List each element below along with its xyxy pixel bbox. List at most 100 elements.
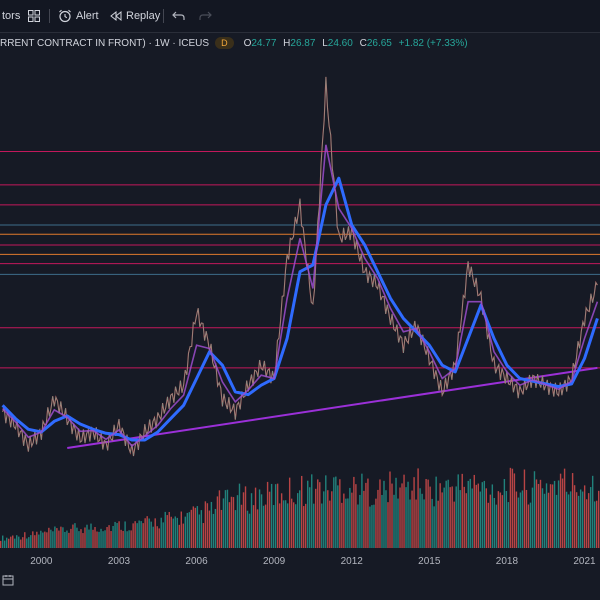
volume-bar <box>527 504 530 548</box>
volume-bar <box>56 528 58 548</box>
replay-button[interactable]: Replay <box>110 0 160 32</box>
volume-bar <box>475 484 477 548</box>
volume-bar <box>543 493 546 548</box>
volume-bar <box>575 492 578 548</box>
volume-bar <box>294 504 297 548</box>
volume-bar <box>188 512 191 548</box>
volume-bar <box>445 480 447 548</box>
volume-bar <box>22 537 24 548</box>
volume-bar <box>495 504 498 548</box>
volume-bar <box>323 491 325 548</box>
volume-bar <box>467 480 469 548</box>
volume-bar <box>385 490 387 548</box>
redo-icon <box>199 11 212 20</box>
volume-bar <box>529 502 532 548</box>
volume-bar <box>581 491 584 548</box>
volume-bar <box>535 479 538 548</box>
volume-bar <box>469 478 471 548</box>
volume-bar <box>395 477 397 548</box>
volume-bar <box>162 522 164 548</box>
layout-button[interactable] <box>28 0 40 32</box>
volume-bar <box>381 494 383 548</box>
indicators-button[interactable]: tors <box>2 0 20 32</box>
volume-bar <box>331 491 333 548</box>
volume-bar <box>228 502 231 548</box>
x-axis-tick-label: 2021 <box>573 556 596 567</box>
volume-bar <box>160 517 162 548</box>
volume-bar <box>92 529 94 548</box>
volume-bar <box>216 496 219 548</box>
volume-bar <box>96 531 98 548</box>
volume-bar <box>391 483 393 548</box>
volume-bar <box>132 523 134 548</box>
volume-bar <box>545 483 548 548</box>
volume-bar <box>266 481 269 548</box>
volume-bar <box>555 494 558 548</box>
volume-bar <box>307 480 309 548</box>
volume-bar <box>146 516 148 548</box>
symbol-title[interactable]: RRENT CONTRACT IN FRONT) · 1W · ICEUS <box>0 37 210 49</box>
volume-bar <box>361 473 363 548</box>
volume-bar <box>252 505 255 548</box>
volume-bar <box>98 531 100 548</box>
volume-bar <box>114 521 116 548</box>
volume-bar <box>551 484 554 548</box>
volume-bar <box>260 494 263 548</box>
date-range-icon[interactable] <box>2 574 14 586</box>
volume-bar <box>513 473 516 548</box>
volume-bar <box>254 487 257 548</box>
volume-bar <box>561 478 564 548</box>
volume-bar <box>423 499 425 548</box>
volume-bar <box>86 524 88 548</box>
volume-bar <box>305 503 307 548</box>
change-value: +1.82 (+7.33%) <box>398 37 468 49</box>
redo-button[interactable] <box>198 0 212 32</box>
volume-bar <box>399 487 401 548</box>
volume-bar <box>429 486 431 548</box>
volume-bar <box>525 489 528 548</box>
x-axis-tick-label: 2018 <box>496 556 519 567</box>
volume-bar <box>337 485 339 548</box>
volume-bar <box>565 491 568 548</box>
volume-bar <box>321 503 323 548</box>
volume-bar <box>30 535 32 548</box>
volume-bar <box>170 516 172 548</box>
high-value: 26.87 <box>290 37 316 49</box>
volume-bar <box>24 532 26 548</box>
indicators-label: tors <box>2 10 21 22</box>
delayed-data-badge[interactable]: D <box>215 37 234 49</box>
volume-bar <box>298 490 301 548</box>
volume-bar <box>453 501 455 548</box>
volume-bar <box>232 497 235 548</box>
volume-bar <box>110 531 112 548</box>
volume-bar <box>405 487 407 548</box>
volume-bar <box>84 527 86 548</box>
volume-bar <box>493 497 496 548</box>
volume-bar <box>413 477 415 548</box>
volume-bar <box>559 473 562 548</box>
volume-bar <box>142 523 144 548</box>
undo-button[interactable] <box>172 0 186 32</box>
price-wick-line <box>2 76 598 457</box>
volume-bar <box>156 526 158 548</box>
volume-bar <box>94 527 96 548</box>
volume-bar <box>172 518 174 548</box>
volume-bar <box>441 492 443 548</box>
alert-button[interactable]: Alert <box>58 0 99 32</box>
volume-bar <box>325 475 327 548</box>
volume-bar <box>74 523 76 548</box>
volume-bar <box>102 531 104 548</box>
volume-bar <box>134 521 136 548</box>
x-axis-tick-label: 2009 <box>263 556 286 567</box>
volume-bar <box>58 530 60 548</box>
x-axis-tick-label: 2012 <box>341 556 364 567</box>
volume-bar <box>359 494 361 548</box>
volume-bar <box>90 523 92 548</box>
volume-bar <box>481 482 484 548</box>
volume-bar <box>375 498 377 548</box>
volume-bar <box>224 490 227 548</box>
volume-bar <box>276 483 279 548</box>
volume-bar <box>264 504 267 548</box>
